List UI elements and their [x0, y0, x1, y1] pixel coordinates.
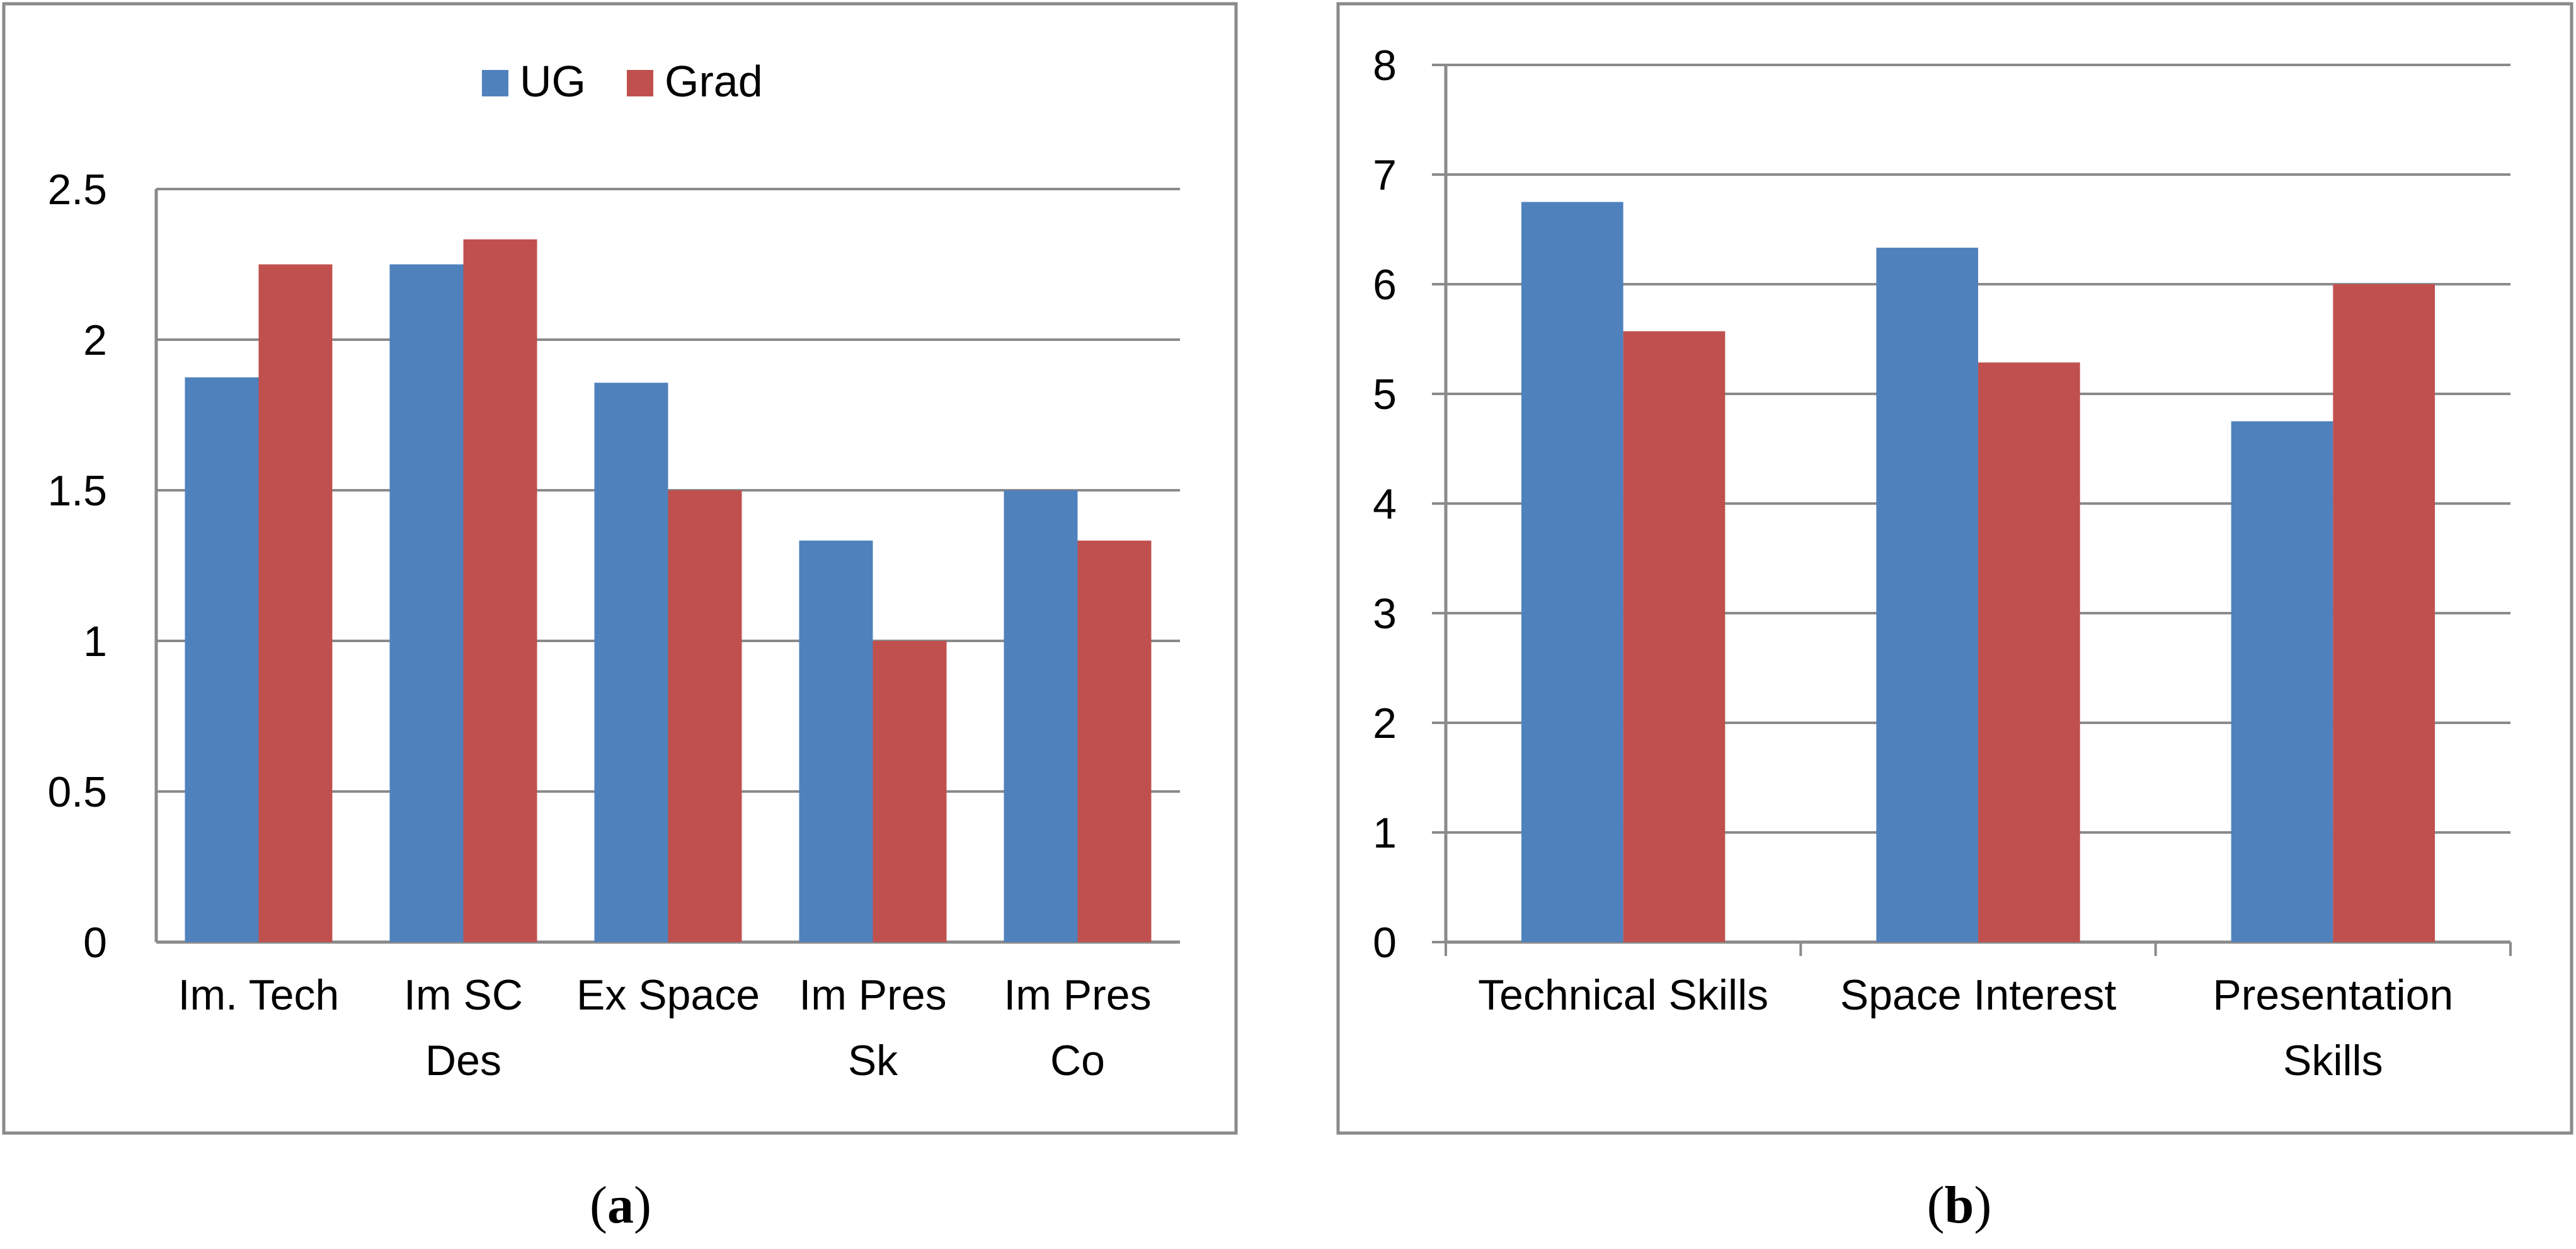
- y-tick-label: 7: [1373, 151, 1397, 199]
- y-tick-label: 8: [1373, 42, 1397, 89]
- y-tick-label: 1: [1373, 809, 1397, 857]
- panel-caption: (b): [1927, 1176, 1992, 1235]
- bar-grad: [1077, 540, 1152, 942]
- x-category-label: Space Interest: [1840, 971, 2117, 1019]
- x-category-label: Presentation: [2212, 971, 2453, 1019]
- y-tick-label: 1.5: [47, 467, 107, 515]
- legend: UG Grad: [482, 57, 763, 106]
- legend-label: Grad: [665, 57, 763, 106]
- x-category-label: Skills: [2283, 1037, 2383, 1085]
- bar-grad: [2333, 284, 2436, 942]
- bar-grad: [668, 490, 742, 942]
- caption-paren-open: (: [1927, 1176, 1945, 1235]
- y-tick-label: 3: [1373, 590, 1397, 638]
- caption-paren-close: ): [1974, 1176, 1991, 1235]
- y-tick-label: 6: [1373, 261, 1397, 309]
- y-tick-label: 4: [1373, 480, 1397, 528]
- bar-grad: [873, 641, 947, 942]
- legend-swatch-ug: [482, 70, 508, 96]
- y-tick-label: 2.5: [47, 166, 107, 214]
- legend-swatch-grad: [627, 70, 653, 96]
- caption-letter: a: [607, 1176, 634, 1235]
- caption-paren-open: (: [590, 1176, 607, 1235]
- bar-ug: [389, 264, 464, 942]
- y-tick-label: 2: [83, 316, 107, 364]
- y-tick-label: 0: [83, 919, 107, 967]
- bar-ug: [1521, 202, 1623, 942]
- bar-ug: [2231, 421, 2333, 942]
- bar-ug: [1004, 490, 1078, 942]
- x-category-label: Im. Tech: [178, 971, 340, 1019]
- bar-grad: [1623, 331, 1726, 942]
- y-tick-label: 1: [83, 618, 107, 665]
- bar-ug: [799, 540, 873, 942]
- x-category-label: Im SC: [404, 971, 523, 1019]
- bar-grad: [463, 239, 537, 943]
- x-category-label: Im Pres: [1004, 971, 1151, 1019]
- y-tick-label: 2: [1373, 699, 1397, 747]
- legend-label: UG: [520, 57, 586, 106]
- y-tick-label: 5: [1373, 371, 1397, 418]
- bar-ug: [185, 377, 259, 942]
- x-category-label: Ex Space: [576, 971, 760, 1019]
- y-tick-label: 0: [1373, 919, 1397, 967]
- x-category-label: Technical Skills: [1478, 971, 1768, 1019]
- x-category-label: Sk: [848, 1037, 898, 1085]
- bar-grad: [258, 264, 333, 942]
- x-category-label: Co: [1050, 1037, 1105, 1085]
- bar-ug: [1876, 248, 1978, 943]
- chart-panel-a: 0 0.5 1 1.5 2 2.5 Im. Tech Im SC Des Ex Space Im P…: [2, 2, 1238, 1235]
- bar-ug: [594, 383, 668, 942]
- panel-caption: (a): [590, 1176, 651, 1235]
- x-category-label: Des: [425, 1037, 501, 1085]
- chart-panel-b: 0 1 2 3 4 5 6 7 8 Technical Skills Space Interest P…: [1336, 2, 2573, 1235]
- y-tick-label: 0.5: [47, 768, 107, 816]
- caption-paren-close: ): [634, 1176, 651, 1235]
- caption-letter: b: [1945, 1176, 1974, 1235]
- x-category-label: Im Pres: [799, 971, 946, 1019]
- bar-grad: [1978, 362, 2080, 942]
